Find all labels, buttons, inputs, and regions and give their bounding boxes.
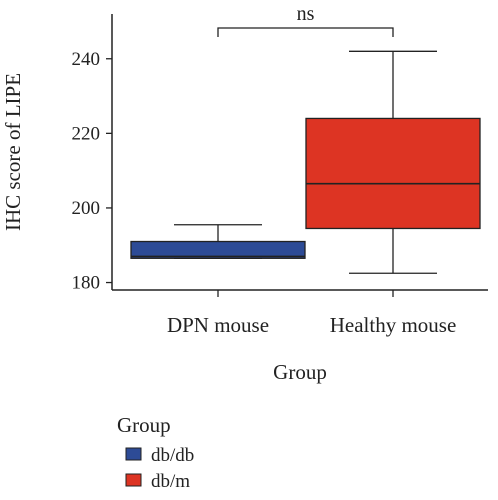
x-axis-title: Group: [273, 360, 327, 384]
box-series: [130, 50, 481, 274]
box-db-db: [130, 224, 306, 259]
y-axis-title: IHC score of LIPE: [1, 73, 25, 231]
x-tick-label: DPN mouse: [167, 313, 269, 337]
y-tick-label: 240: [72, 49, 101, 70]
significance-label: ns: [297, 3, 315, 25]
legend: Group db/db db/m: [117, 413, 194, 492]
significance-annotation: ns: [217, 3, 394, 37]
x-tick-label: Healthy mouse: [330, 313, 457, 337]
box-body: [305, 117, 481, 230]
legend-swatch: [125, 447, 142, 461]
axes: 180 200 220 240 DPN mouse Healthy mouse: [72, 14, 488, 337]
legend-title: Group: [117, 413, 171, 437]
box-db-m: [305, 50, 481, 274]
legend-label: db/m: [151, 471, 190, 492]
y-tick-label: 180: [72, 273, 101, 294]
legend-swatch: [125, 473, 142, 487]
box-body: [130, 240, 306, 259]
significance-bracket: [217, 27, 394, 37]
y-tick-label: 200: [72, 198, 101, 219]
legend-label: db/db: [151, 445, 194, 466]
y-tick-label: 220: [72, 123, 101, 144]
